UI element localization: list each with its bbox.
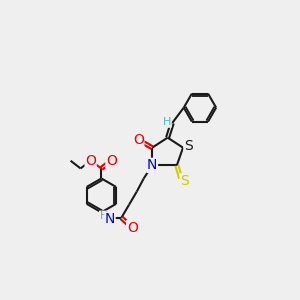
Text: O: O xyxy=(133,133,144,147)
Text: O: O xyxy=(85,154,96,168)
Text: N: N xyxy=(105,212,115,226)
Text: H: H xyxy=(100,211,108,221)
Text: S: S xyxy=(180,174,189,188)
Text: H: H xyxy=(163,117,171,127)
Text: O: O xyxy=(106,154,117,168)
Text: N: N xyxy=(147,158,158,172)
Text: O: O xyxy=(127,221,138,235)
Text: S: S xyxy=(184,139,193,153)
